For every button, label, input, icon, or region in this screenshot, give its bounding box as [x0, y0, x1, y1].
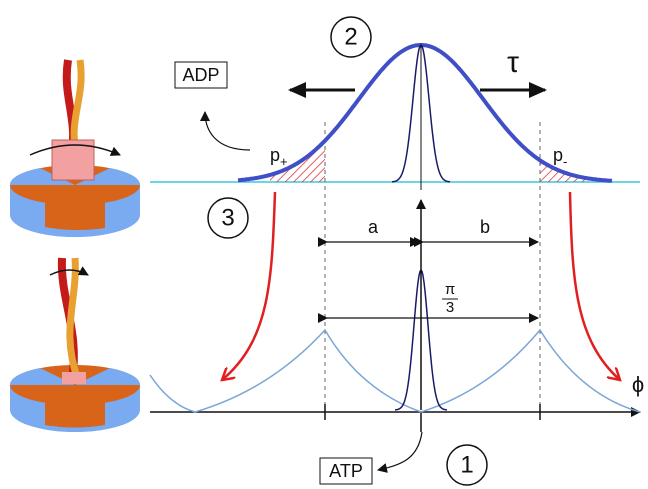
- potential-curve: [150, 330, 640, 412]
- symbol: p: [270, 145, 280, 165]
- atp-label: ATP: [329, 461, 363, 481]
- transition-arrow-right: [570, 192, 620, 380]
- adp-arrow: [205, 112, 250, 150]
- distance-arrows: [327, 242, 538, 318]
- subscript: -: [563, 154, 567, 169]
- adp-label: ADP: [182, 65, 219, 85]
- p-plus-label: p+: [270, 145, 288, 170]
- dashed-guides: [325, 122, 540, 404]
- step-number: 3: [221, 204, 234, 231]
- step-number: 2: [344, 23, 357, 50]
- tau-label: τ: [507, 46, 519, 79]
- p-minus-label: p-: [553, 145, 567, 170]
- step-number: 1: [460, 451, 473, 478]
- atp-arrow: [378, 432, 422, 470]
- a-label: a: [368, 217, 379, 237]
- motor-icon-bottom: [10, 258, 140, 432]
- b-label: b: [480, 217, 490, 237]
- fraction-denominator: 3: [446, 299, 454, 316]
- subscript: +: [280, 154, 288, 169]
- symbol: p: [553, 145, 563, 165]
- motor-icon-top: [10, 60, 140, 237]
- diagram: ADP ATP 1 2 3 τ p+ p- a b π 3 ϕ: [0, 0, 648, 489]
- phi-label: ϕ: [632, 372, 644, 397]
- fraction-numerator: π: [445, 281, 455, 298]
